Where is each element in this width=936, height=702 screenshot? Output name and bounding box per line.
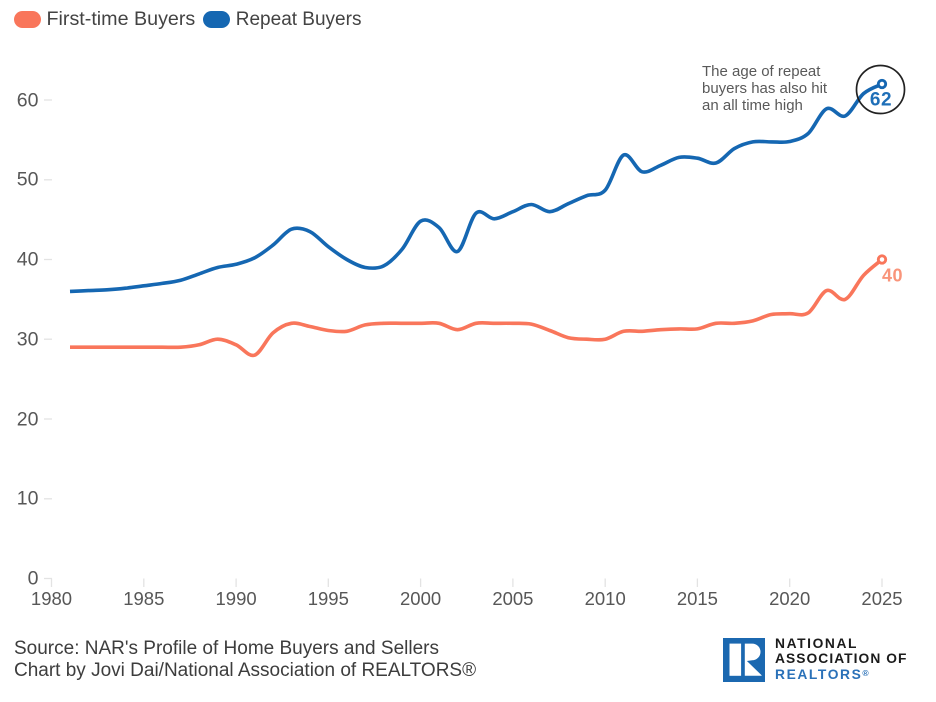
- svg-text:62: 62: [870, 90, 892, 111]
- svg-text:40: 40: [882, 266, 903, 286]
